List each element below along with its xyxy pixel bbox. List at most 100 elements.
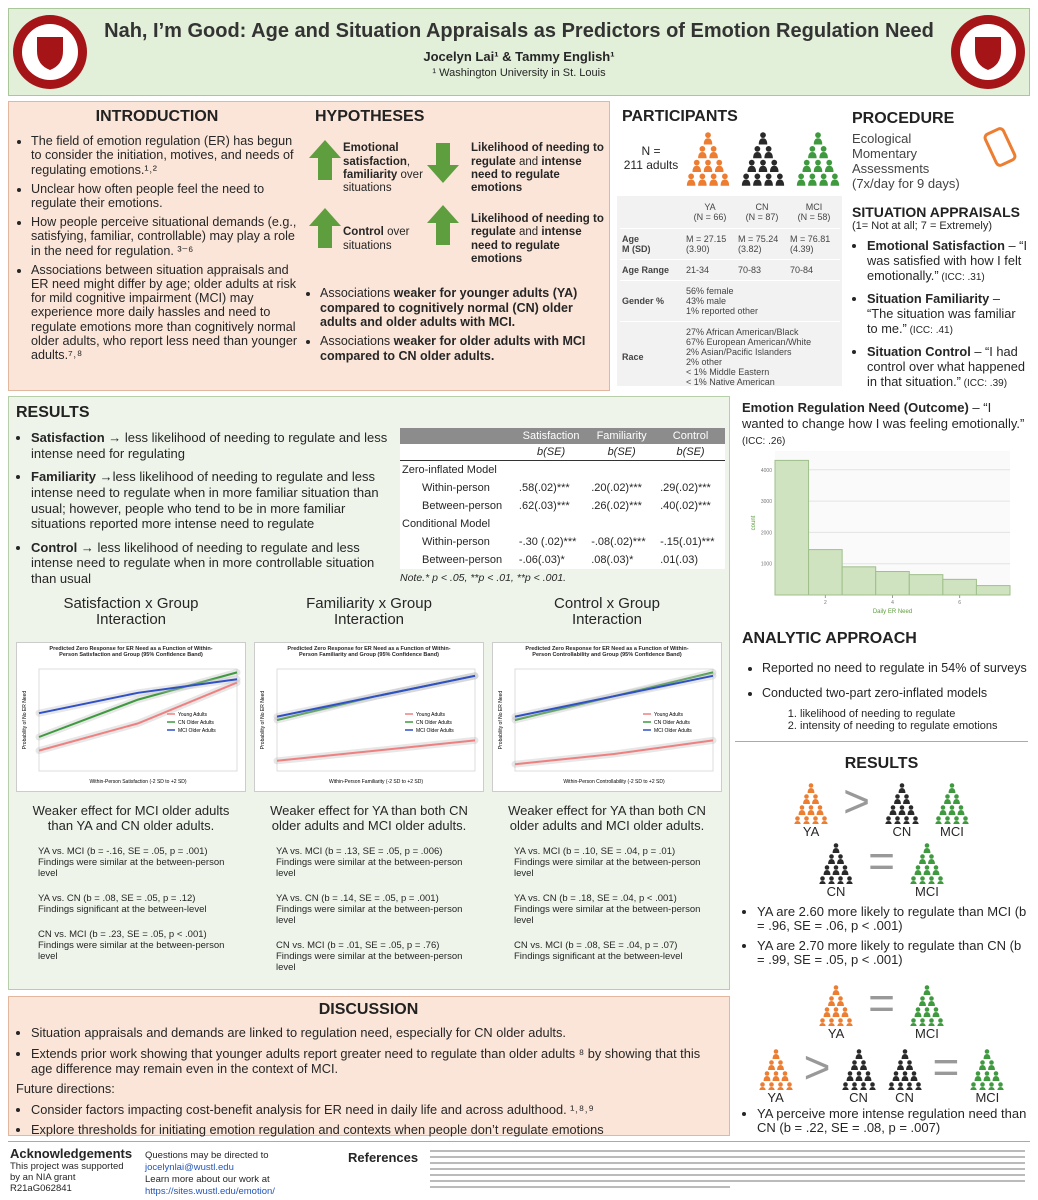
- person-head: [989, 1082, 995, 1087]
- bullet-list: Situation appraisals and demands are lin…: [16, 1025, 721, 1076]
- person-body: [983, 1076, 991, 1082]
- row: Age M (SD) M = 27.15 (3.90) M = 75.24 (3.82) M…: [620, 228, 840, 260]
- stat-line: YA vs. CN (b = .18, SE = .04, p < .001): [514, 892, 677, 904]
- person-body: [932, 870, 940, 875]
- label-line: Race: [622, 352, 644, 362]
- header-cell: Control: [672, 430, 709, 442]
- bullet-list: YA are 2.60 more likely to regulate than…: [735, 904, 1028, 967]
- cell: M = 75.24 (3.82): [736, 229, 788, 260]
- person-body: [807, 788, 815, 793]
- person-body: [813, 165, 823, 172]
- title: Nah, I’m Good: Age and Situation Apprais…: [104, 20, 934, 42]
- bar: [908, 574, 944, 596]
- legend-label: Young Adults: [178, 711, 208, 717]
- bullet-text: weaker for older adults with MCI compare…: [320, 334, 586, 363]
- bullet-list: YA perceive more intense regulation need…: [735, 1106, 1028, 1136]
- person-head: [809, 173, 816, 180]
- person-body: [898, 788, 906, 793]
- person-head: [768, 1082, 774, 1087]
- bullet-list: Associations weaker for younger adults (…: [305, 286, 605, 363]
- person-body: [837, 1023, 844, 1027]
- group-icon: MCI: [930, 782, 974, 839]
- person-body: [794, 821, 801, 824]
- person-head: [705, 159, 711, 166]
- person-body: [887, 1087, 895, 1091]
- plot-title: Predicted Zero Response for ER Need as a…: [49, 646, 213, 659]
- bullet-text: Associations: [320, 334, 394, 349]
- person-body: [910, 881, 917, 884]
- plot-frame: Predicted Zero Response for ER Need as a…: [254, 642, 484, 792]
- person-body: [720, 179, 730, 186]
- person-head: [989, 1060, 995, 1065]
- crowd: [819, 843, 853, 884]
- plot-heading: Familiarity x Group Interaction: [306, 595, 432, 628]
- bullet: YA perceive more intense regulation need…: [757, 1106, 1028, 1136]
- email-link[interactable]: jocelynlai@wustl.edu: [145, 1161, 234, 1173]
- crowd: [758, 1049, 793, 1091]
- arrow: [309, 140, 341, 180]
- text: and: [515, 226, 542, 239]
- person-body: [741, 179, 751, 186]
- person-body: [837, 1001, 844, 1007]
- stat-note: Findings were similar at the between-per…: [38, 856, 225, 879]
- plot-column: Control x Group Interaction Predicted Zer…: [488, 596, 726, 987]
- person-body: [832, 870, 840, 875]
- person-body: [832, 990, 840, 996]
- person-body: [828, 1001, 835, 1007]
- intro-band: [8, 101, 610, 391]
- person-body: [698, 179, 707, 186]
- x-tick-label: 6: [958, 600, 961, 606]
- line: M = 27.15: [686, 234, 727, 244]
- hypothesis-cause: Control over situations: [343, 226, 435, 252]
- person-body: [703, 138, 713, 145]
- group-icon: MCI: [905, 984, 949, 1041]
- stat: CN vs. MCI (b = .08, SE = .04, p = .07) F…: [514, 940, 704, 962]
- legend-label: CN Older Adults: [416, 719, 452, 725]
- person-head: [838, 876, 843, 881]
- bar: [875, 571, 910, 596]
- step: likelihood of needing to regulate: [800, 708, 1027, 720]
- plot-area: [38, 668, 238, 772]
- bullet-text: Conducted two-part zero-inflated models: [762, 686, 988, 700]
- stat-line: CN vs. MCI (b = .01, SE = .05, p = .76): [276, 939, 440, 951]
- person-head: [820, 876, 825, 881]
- label-line: M (SD): [622, 244, 651, 254]
- y-axis-label: Probability of No ER Need: [260, 690, 266, 749]
- group-icon: MCI: [965, 1048, 1009, 1105]
- person-body: [802, 165, 811, 172]
- person-head: [822, 816, 827, 821]
- person-body: [807, 810, 815, 815]
- lead: Emotional Satisfaction: [867, 237, 1005, 253]
- appraisal: Emotional Satisfaction – “I was satisfie…: [867, 237, 1027, 284]
- text: Questions may be directed to: [145, 1150, 269, 1161]
- text: less likelihood of needing to regulate a…: [31, 430, 388, 461]
- y-axis-label: Probability of No ER Need: [22, 690, 28, 749]
- person-head: [860, 1060, 866, 1065]
- y-axis-label: count: [751, 515, 757, 530]
- separator: [8, 1141, 1030, 1142]
- group-icon: CN: [883, 1048, 927, 1105]
- person-body: [776, 1065, 784, 1071]
- n-label: N =: [641, 144, 661, 158]
- person-body: [785, 1087, 793, 1091]
- person-body: [905, 1065, 913, 1071]
- group-label: MCI: [915, 884, 939, 899]
- person-body: [944, 799, 951, 804]
- group-label: CN: [826, 884, 846, 899]
- url-link[interactable]: https://sites.wustl.edu/emotion/: [145, 1185, 275, 1197]
- text: intense need to regulate emotions: [471, 226, 582, 265]
- person-body: [837, 881, 844, 884]
- bullet-text: How people perceive situational demands …: [31, 215, 297, 258]
- person-body: [905, 1087, 913, 1091]
- person-head: [888, 1082, 894, 1087]
- person-head: [980, 1060, 986, 1065]
- bullet: Explore thresholds for initiating emotio…: [31, 1122, 721, 1137]
- person-head: [908, 805, 914, 810]
- stat-note: Findings significant at the between-leve…: [514, 950, 683, 962]
- person-body: [770, 165, 779, 172]
- plot-caption: Weaker effect for MCI older adults than …: [32, 803, 230, 833]
- lead: Satisfaction →: [31, 430, 122, 446]
- contact-line: Questions may be directed to jocelynlai@…: [145, 1150, 345, 1174]
- person-body: [885, 821, 892, 824]
